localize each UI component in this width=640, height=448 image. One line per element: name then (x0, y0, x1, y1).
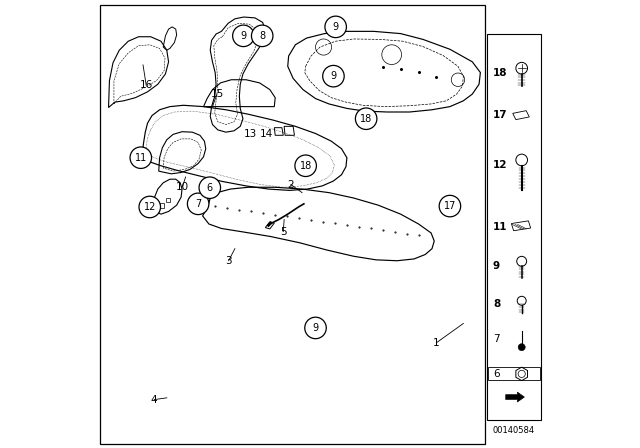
Text: 5: 5 (280, 227, 287, 237)
Text: 18: 18 (360, 114, 372, 124)
Text: 3: 3 (225, 256, 232, 266)
Text: 9: 9 (333, 22, 339, 32)
Bar (486, 34, 541, 420)
Bar (100, 5, 485, 444)
Text: 2: 2 (287, 180, 294, 190)
Text: 9: 9 (241, 31, 246, 41)
Text: 9: 9 (330, 71, 337, 81)
Circle shape (252, 25, 273, 47)
Text: 17: 17 (444, 201, 456, 211)
Circle shape (295, 155, 316, 177)
Text: 11: 11 (493, 222, 508, 232)
Text: 8: 8 (493, 299, 500, 310)
Text: 18: 18 (300, 161, 312, 171)
Text: 15: 15 (211, 89, 223, 99)
Circle shape (130, 147, 152, 168)
Polygon shape (506, 392, 525, 402)
Text: 12: 12 (493, 160, 508, 170)
Text: 4: 4 (151, 395, 157, 405)
Text: 7: 7 (493, 334, 500, 344)
Text: 11: 11 (134, 153, 147, 163)
Text: 8: 8 (259, 31, 265, 41)
Text: 00140584: 00140584 (493, 426, 535, 435)
Circle shape (305, 317, 326, 339)
Circle shape (188, 193, 209, 215)
Text: 6: 6 (207, 183, 213, 193)
Circle shape (355, 108, 377, 129)
Text: 12: 12 (143, 202, 156, 212)
Circle shape (139, 196, 161, 218)
Text: 16: 16 (140, 80, 153, 90)
Circle shape (518, 344, 525, 351)
Text: 18: 18 (493, 68, 508, 78)
Text: 1: 1 (433, 338, 440, 348)
Text: 7: 7 (195, 199, 201, 209)
Circle shape (325, 16, 346, 38)
Circle shape (323, 65, 344, 87)
Text: 17: 17 (493, 110, 508, 120)
Text: 9: 9 (312, 323, 319, 333)
Text: 9: 9 (493, 261, 500, 271)
Text: 13: 13 (244, 129, 257, 138)
Text: 14: 14 (260, 129, 273, 138)
Text: 6: 6 (493, 369, 500, 379)
Bar (488, 367, 540, 379)
Text: 10: 10 (176, 182, 189, 192)
Circle shape (199, 177, 221, 198)
Circle shape (439, 195, 461, 217)
Circle shape (233, 25, 254, 47)
